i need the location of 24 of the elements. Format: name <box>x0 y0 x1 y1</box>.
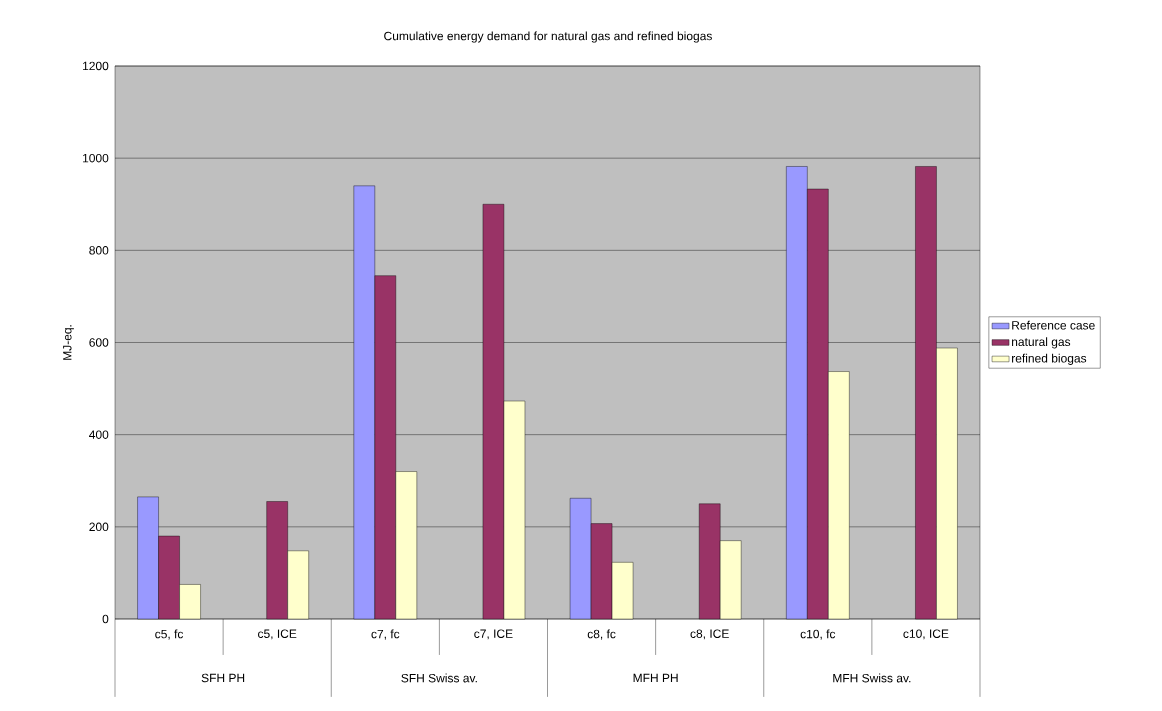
x-tick-label: c7, ICE <box>474 629 513 640</box>
y-tick-label: 400 <box>89 430 109 439</box>
text: SFH PH <box>201 673 245 683</box>
legend-label: refined biogas <box>1012 353 1087 365</box>
y-tick-label: 1200 <box>83 61 109 71</box>
legend-label: natural gas <box>1012 337 1071 349</box>
y-tick-label: 1000 <box>83 153 109 163</box>
text: MFH Swiss av. <box>833 673 911 683</box>
x-tick-label: c10, ICE <box>903 629 949 640</box>
y-tick-label: 800 <box>89 246 109 255</box>
legend-label: Reference case <box>1012 320 1095 330</box>
x-tick-label: c7, fc <box>371 629 400 640</box>
x-tick-label: c5, ICE <box>258 629 297 640</box>
x-tick-label: c8, fc <box>587 629 616 640</box>
text: SFH Swiss av. <box>401 673 477 683</box>
chart-title: Cumulative energy demand for natural gas and refined biogas <box>384 31 712 43</box>
x-tick-label: c8, ICE <box>690 629 729 640</box>
y-tick-label: 600 <box>89 338 109 347</box>
text: MFH PH <box>633 673 678 683</box>
x-tick-label: c10, fc <box>800 629 836 640</box>
x-tick-label: c5, fc <box>155 629 184 640</box>
y-tick-label: 0 <box>102 614 109 624</box>
y-axis-title: MJ-eq. <box>63 325 74 360</box>
y-tick-label: 200 <box>89 522 109 532</box>
